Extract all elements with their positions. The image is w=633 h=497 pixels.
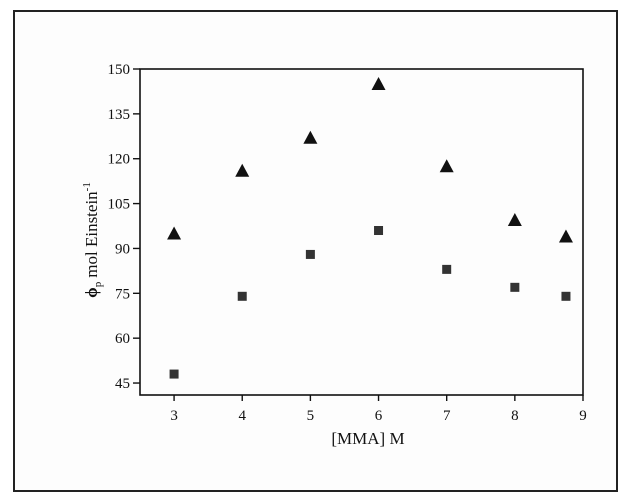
y-axis-ticks: 45 60 75 90 105 120 135 150	[108, 62, 140, 392]
triangle-point-1	[235, 163, 250, 177]
triangle-point-6	[558, 229, 573, 243]
y-tick-label-2: 75	[115, 286, 130, 302]
y-tick-label-0: 45	[115, 376, 130, 392]
square-point-0	[169, 369, 179, 379]
triangle-point-5	[507, 213, 522, 227]
square-point-3	[374, 226, 384, 236]
y-axis-title-symbol: ϕ	[82, 287, 101, 298]
y-axis-title: ϕp mol Einstein-1	[81, 182, 104, 298]
y-tick-label-1: 60	[115, 331, 130, 347]
y-tick-label-3: 90	[115, 241, 130, 257]
triangle-point-0	[167, 226, 182, 240]
y-tick-label-4: 105	[108, 197, 131, 213]
x-tick-label-1: 4	[238, 408, 246, 424]
y-axis-title-superscript: -1	[81, 182, 93, 191]
x-axis-title: [MMA] M	[331, 429, 404, 448]
x-axis-ticks: 3 4 5 6 7 8 9	[170, 395, 587, 424]
plot-area-border	[139, 68, 584, 396]
y-tick-label-5: 120	[108, 152, 131, 168]
x-tick-label-4: 7	[443, 408, 451, 424]
y-axis-title-text: mol Einstein	[82, 191, 101, 278]
x-tick-label-0: 3	[170, 408, 178, 424]
data-points	[167, 76, 573, 379]
x-tick-label-2: 5	[307, 408, 315, 424]
square-point-4	[442, 264, 452, 274]
triangle-point-3	[371, 76, 386, 90]
y-tick-label-6: 135	[108, 107, 131, 123]
square-point-1	[237, 291, 247, 301]
square-point-6	[561, 291, 571, 301]
y-axis-title-subscript: p	[92, 281, 104, 287]
triangle-point-4	[439, 159, 454, 173]
x-tick-label-3: 6	[375, 408, 383, 424]
x-tick-label-5: 8	[511, 408, 519, 424]
triangle-point-2	[303, 130, 318, 144]
y-tick-label-7: 150	[108, 62, 131, 78]
square-point-2	[305, 249, 315, 259]
chart-frame	[13, 10, 618, 492]
square-point-5	[510, 282, 520, 292]
x-tick-label-6: 9	[579, 408, 587, 424]
axes	[139, 68, 584, 396]
